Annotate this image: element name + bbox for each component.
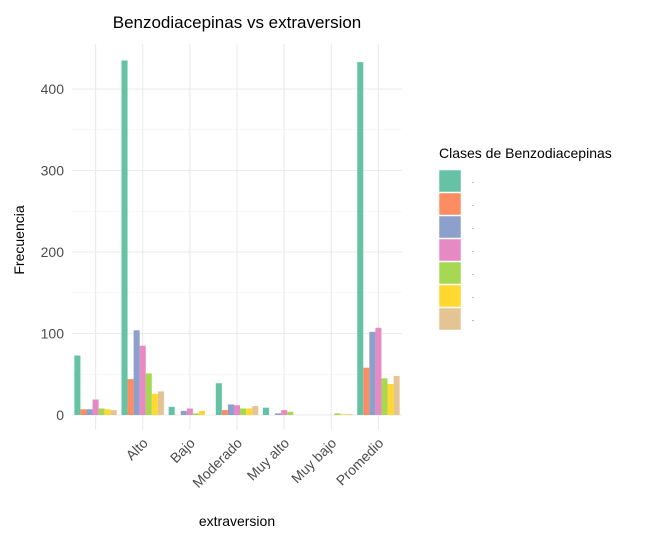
bar <box>198 410 206 415</box>
bar <box>275 413 282 415</box>
y-tick-label: 300 <box>41 163 65 179</box>
bar <box>157 391 164 415</box>
bar <box>363 367 370 415</box>
legend-key <box>438 261 462 285</box>
legend-key <box>438 215 462 239</box>
bar <box>369 331 376 415</box>
bar <box>375 327 382 415</box>
bar <box>139 345 146 415</box>
bar <box>145 373 152 415</box>
bar <box>86 409 93 415</box>
legend-label: - <box>472 295 474 301</box>
legend-label: - <box>472 180 474 186</box>
x-tick-label: Muy bajo <box>288 435 340 487</box>
x-tick-label: Moderado <box>189 435 245 491</box>
x-axis-title: extraversion <box>199 513 275 529</box>
x-tick-label: Alto <box>122 435 151 464</box>
x-tick-label: Promedio <box>333 435 387 489</box>
bar <box>186 408 193 415</box>
legend-label: - <box>472 226 474 232</box>
legend-key <box>438 169 462 193</box>
bar <box>127 379 134 415</box>
bar <box>98 408 105 415</box>
legend-label: - <box>472 249 474 255</box>
bar <box>121 60 128 415</box>
x-tick-label: Bajo <box>167 435 198 466</box>
bar <box>227 404 234 415</box>
bar <box>346 414 353 415</box>
legend-label: - <box>472 318 474 324</box>
y-axis-title: Frecuencia <box>11 205 27 274</box>
bar <box>168 406 175 415</box>
bar <box>246 408 253 415</box>
legend-key <box>438 192 462 216</box>
x-tick-label: Muy alto <box>244 435 293 484</box>
bar <box>387 384 394 415</box>
bar <box>281 410 288 415</box>
bar <box>133 330 140 415</box>
bar <box>110 410 117 415</box>
y-tick-label: 200 <box>41 244 65 260</box>
y-tick-labels: 0 100 200 300 400 <box>41 81 65 423</box>
legend-key <box>438 238 462 262</box>
chart-title: Benzodiacepinas vs extraversion <box>113 13 362 32</box>
bar <box>287 411 294 415</box>
bar <box>393 375 400 415</box>
bar <box>340 414 347 415</box>
bar <box>334 413 341 415</box>
legend-label: - <box>472 203 474 209</box>
bar <box>381 378 388 415</box>
bar <box>80 409 87 415</box>
bar <box>92 399 99 415</box>
legend-key <box>438 284 462 308</box>
bars <box>74 60 400 415</box>
bar <box>151 393 158 415</box>
bar <box>233 405 241 415</box>
bar <box>104 409 111 415</box>
y-tick-label: 400 <box>41 81 65 97</box>
bar <box>215 383 222 415</box>
legend: - - - - - - - <box>438 169 474 331</box>
bar <box>192 413 199 415</box>
bar <box>221 410 228 415</box>
bar <box>357 62 364 415</box>
y-tick-label: 0 <box>56 407 64 423</box>
legend-title: Clases de Benzodiacepinas <box>439 145 612 161</box>
legend-label: - <box>472 272 474 278</box>
bar <box>74 355 81 415</box>
y-tick-label: 100 <box>41 326 65 342</box>
bar <box>180 410 187 415</box>
bar <box>262 407 269 415</box>
bar <box>252 406 259 415</box>
legend-key <box>438 307 462 331</box>
bar <box>240 408 247 415</box>
